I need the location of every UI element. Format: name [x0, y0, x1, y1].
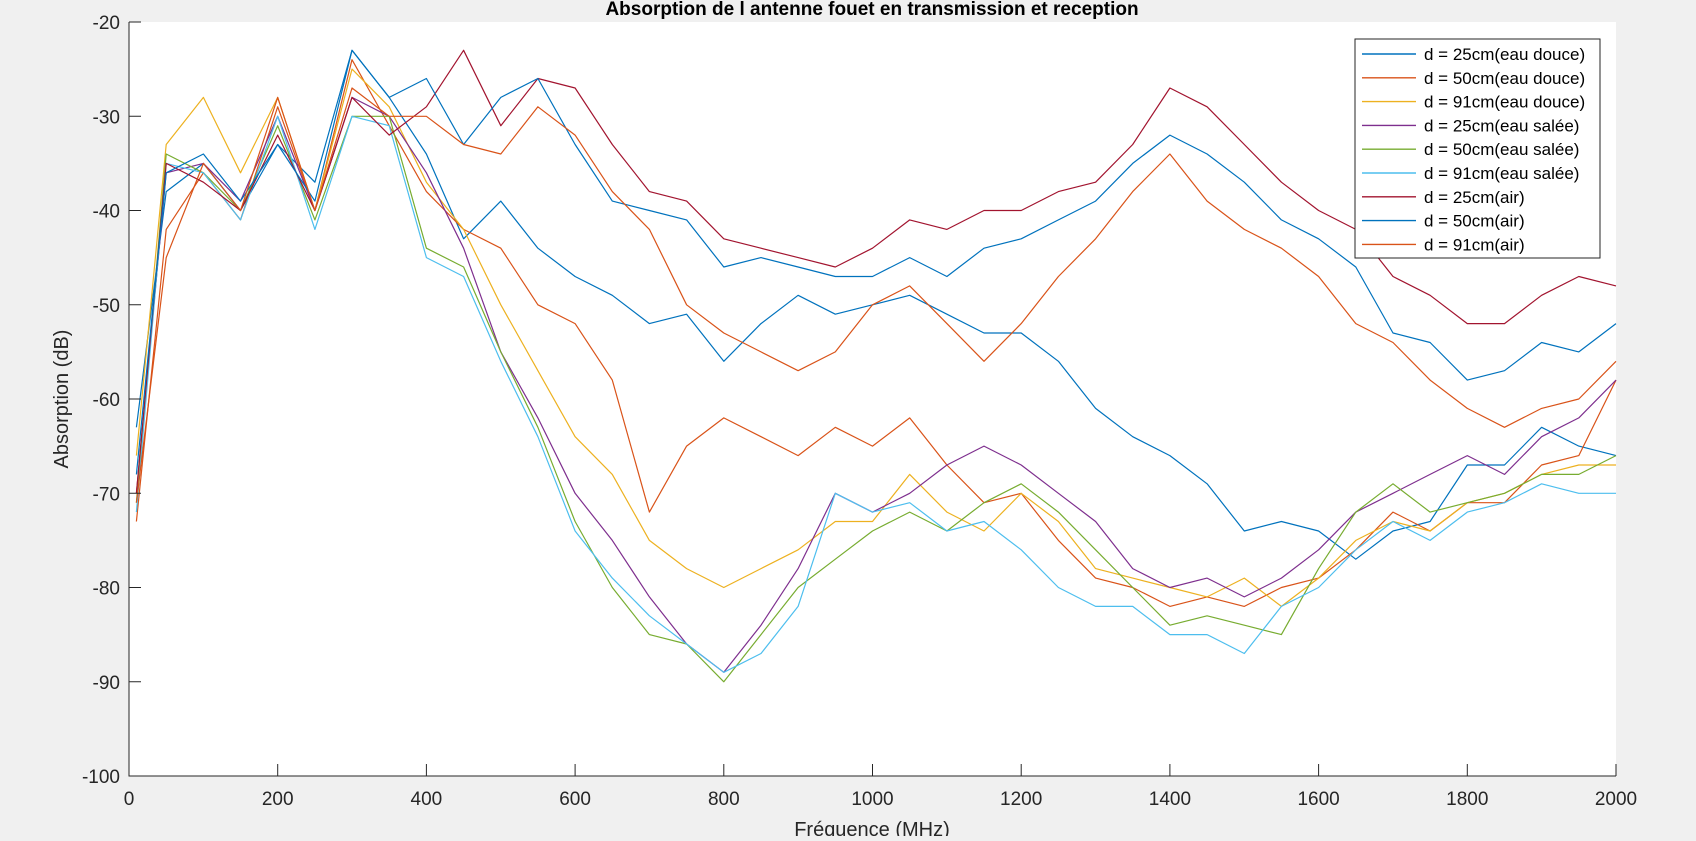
x-axis: 0 200 400 600 800 1000 1200 1400 1600 1800 2000 [124, 764, 1637, 810]
x-tick-label: 0 [124, 789, 135, 810]
x-tick-label: 600 [559, 789, 591, 810]
x-tick-label: 1400 [1149, 789, 1191, 810]
series-line-2 [135, 59, 1617, 608]
y-tick-label: -40 [93, 202, 120, 223]
x-tick-label: 400 [411, 789, 443, 810]
y-tick-label: -60 [93, 390, 120, 411]
x-tick-label: 1800 [1446, 789, 1488, 810]
legend-label: d = 50cm(eau salée) [1424, 140, 1579, 159]
series-line-3 [135, 68, 1616, 608]
y-tick-label: -100 [82, 767, 120, 788]
legend-label: d = 50cm(air) [1424, 212, 1525, 231]
chart-title: Absorption de l antenne fouet en transmi… [605, 0, 1138, 20]
series-line-8 [135, 49, 1617, 475]
legend-label: d = 50cm(eau douce) [1424, 69, 1585, 88]
x-tick-label: 2000 [1595, 789, 1637, 810]
x-tick-label: 1600 [1297, 789, 1339, 810]
legend-label: d = 91cm(eau douce) [1424, 93, 1585, 112]
y-tick-label: -70 [93, 484, 120, 505]
y-tick-label: -20 [93, 13, 120, 34]
x-tick-label: 1200 [1000, 789, 1042, 810]
x-tick-label: 1000 [851, 789, 893, 810]
y-axis-label: Absorption (dB) [51, 330, 73, 469]
legend-label: d = 25cm(eau douce) [1424, 45, 1585, 64]
x-tick-label: 200 [262, 789, 294, 810]
y-tick-label: -30 [93, 107, 120, 128]
series-line-5 [135, 115, 1617, 683]
x-tick-label: 800 [708, 789, 740, 810]
series-line-9 [135, 87, 1617, 503]
y-tick-label: -50 [93, 296, 120, 317]
legend: d = 25cm(eau douce) d = 50cm(eau douce) d … [1354, 38, 1601, 259]
legend-label: d = 91cm(eau salée) [1424, 164, 1579, 183]
y-axis: -20 -30 -40 -50 -60 -70 -80 -90 -100 [82, 13, 141, 788]
legend-label: d = 91cm(air) [1424, 235, 1525, 254]
y-tick-label: -80 [93, 579, 120, 600]
legend-label: d = 25cm(air) [1424, 188, 1525, 207]
x-axis-label: Fréquence (MHz) [794, 819, 950, 836]
y-tick-label: -90 [93, 673, 120, 694]
legend-label: d = 25cm(eau salée) [1424, 116, 1579, 135]
